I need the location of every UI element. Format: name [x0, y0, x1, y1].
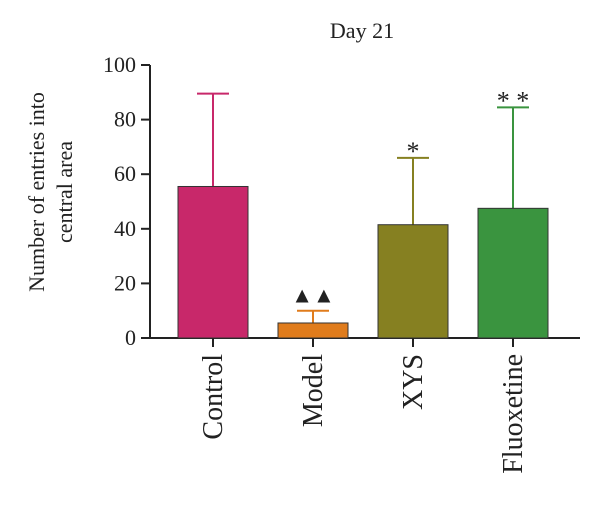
y-ticks: 0 20 40 60 80 100 [103, 52, 150, 350]
x-ticks: Control Model XYS Fluoxetine [198, 338, 529, 474]
chart-title: Day 21 [330, 18, 394, 43]
x-tick-label: Control [198, 354, 229, 440]
y-tick-label: 0 [125, 325, 136, 350]
annotations: ▲▲ * * * [291, 86, 529, 307]
y-tick-label: 40 [114, 216, 136, 241]
y-axis-label-line-1: Number of entries into [24, 92, 49, 292]
significance-marker: * [407, 137, 420, 166]
x-tick-label: XYS [398, 354, 429, 410]
y-tick-label: 60 [114, 161, 136, 186]
x-tick-label: Fluoxetine [498, 354, 529, 474]
bar [477, 207, 549, 339]
significance-marker: * * [497, 86, 530, 115]
y-tick-label: 80 [114, 107, 136, 132]
x-tick-label: Model [298, 354, 329, 427]
y-axis-label-line-2: central area [52, 141, 77, 243]
bars [177, 92, 549, 339]
bar [177, 185, 249, 339]
bar [377, 224, 449, 339]
y-axis-label: Number of entries into central area [24, 92, 77, 292]
y-tick-label: 100 [103, 52, 136, 77]
bar [277, 322, 349, 339]
y-tick-label: 20 [114, 270, 136, 295]
significance-marker: ▲▲ [291, 283, 335, 308]
